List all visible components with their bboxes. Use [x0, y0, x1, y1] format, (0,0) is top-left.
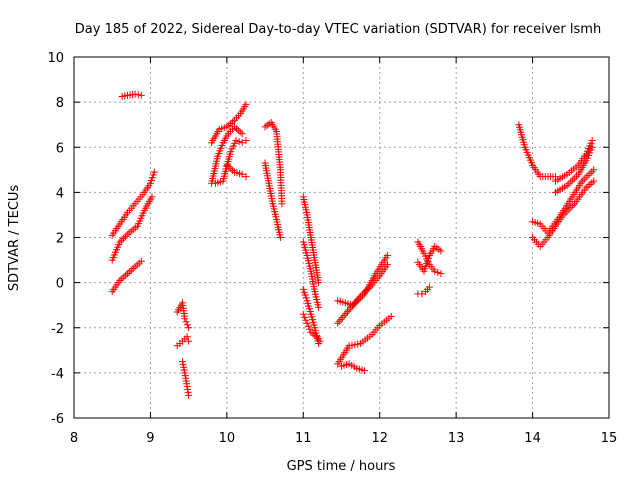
- series-arc-j: [211, 137, 250, 187]
- data-points: [108, 90, 598, 399]
- data-point-markers: [108, 168, 158, 239]
- data-point-markers: [552, 143, 596, 196]
- x-tick-labels: 8 9 10 11 12 13 14 15: [70, 431, 617, 446]
- y-tick-label: 6: [56, 141, 64, 156]
- y-axis-title: SDTVAR / TECUs: [7, 185, 22, 292]
- data-point-markers: [414, 243, 445, 275]
- series-arc-t: [334, 313, 395, 368]
- series-arc-a: [118, 90, 145, 100]
- x-tick-label: 9: [146, 431, 154, 446]
- y-tick-label: -6: [51, 412, 64, 427]
- y-tick-label: 8: [56, 96, 64, 111]
- x-tick-label: 14: [524, 431, 541, 446]
- data-point-markers: [179, 358, 193, 399]
- data-point-markers: [211, 137, 250, 187]
- series-arc-ab: [552, 143, 596, 196]
- y-tick-label: 10: [47, 51, 64, 66]
- data-point-markers: [261, 159, 284, 241]
- y-tick-label: 4: [56, 186, 64, 201]
- series-arc-aa: [529, 166, 598, 237]
- axis-ticks: [73, 56, 610, 419]
- y-tick-label: -2: [51, 322, 64, 337]
- series-arc-d: [108, 257, 145, 296]
- data-point-markers: [552, 137, 596, 185]
- x-tick-label: 11: [295, 431, 312, 446]
- series-arc-u: [338, 360, 368, 375]
- data-point-markers: [173, 333, 193, 350]
- series-arc-b: [108, 168, 158, 239]
- series-arc-w: [414, 243, 445, 275]
- data-point-markers: [223, 161, 250, 181]
- series-arc-e: [173, 299, 193, 332]
- data-point-markers: [338, 360, 368, 375]
- series-arc-n: [299, 193, 323, 287]
- series-arc-m: [261, 159, 284, 241]
- series-arc-k: [223, 161, 250, 181]
- series-arc-q: [299, 310, 324, 345]
- series-arc-h: [208, 100, 250, 147]
- data-point-markers: [108, 257, 145, 296]
- x-tick-label: 15: [601, 431, 618, 446]
- x-axis-title: GPS time / hours: [287, 459, 396, 474]
- x-tick-label: 10: [219, 431, 236, 446]
- data-point-markers: [529, 166, 598, 237]
- x-tick-label: 13: [448, 431, 465, 446]
- series-arc-f: [173, 333, 193, 350]
- series-arc-l: [261, 118, 286, 208]
- y-tick-label: -4: [51, 367, 64, 382]
- series-arc-g: [179, 358, 193, 399]
- data-point-markers: [261, 118, 286, 208]
- data-point-markers: [118, 90, 145, 100]
- series-arc-i: [208, 123, 246, 187]
- series-arc-o: [299, 238, 323, 311]
- data-point-markers: [299, 193, 323, 287]
- series-arc-y: [515, 121, 559, 181]
- data-point-markers: [208, 100, 250, 147]
- data-point-markers: [108, 193, 156, 264]
- data-point-markers: [414, 283, 433, 298]
- data-point-markers: [515, 121, 559, 181]
- series-arc-c: [108, 193, 156, 264]
- series-arc-x: [414, 283, 433, 298]
- x-tick-label: 8: [70, 431, 78, 446]
- data-point-markers: [173, 299, 193, 332]
- data-point-markers: [299, 310, 324, 345]
- series-arc-ac: [552, 137, 596, 185]
- data-point-markers: [208, 123, 246, 187]
- data-point-markers: [334, 313, 395, 368]
- data-point-markers: [299, 238, 323, 311]
- y-tick-label: 2: [56, 232, 64, 247]
- y-tick-label: 0: [56, 277, 64, 292]
- y-tick-labels: -6 -4 -2 0 2 4 6 8 10: [47, 51, 64, 427]
- chart-title: Day 185 of 2022, Sidereal Day-to-day VTE…: [75, 22, 601, 37]
- x-tick-label: 12: [371, 431, 388, 446]
- data-point-markers: [334, 252, 391, 309]
- series-arc-s: [334, 252, 391, 309]
